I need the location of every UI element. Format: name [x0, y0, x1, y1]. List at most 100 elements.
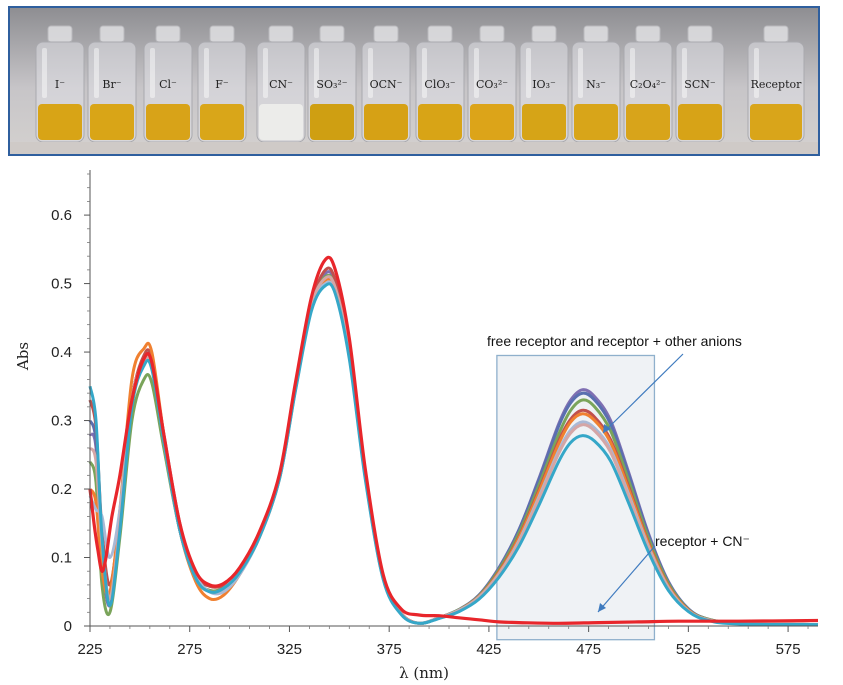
vial-4: F⁻ [197, 25, 247, 143]
vial-2: Br⁻ [87, 25, 137, 143]
vial-glare [422, 48, 427, 98]
annotation-arrow-1 [602, 353, 684, 434]
vial-3: Cl⁻ [143, 25, 193, 143]
series-line-1 [88, 270, 819, 627]
vial-5: CN⁻ [256, 25, 306, 143]
vial-label: SCN⁻ [684, 78, 716, 91]
vial-label: OCN⁻ [370, 78, 403, 91]
annotation-arrow-2 [597, 545, 656, 613]
y-tick-label: 0.5 [51, 276, 72, 293]
vial-neck [268, 25, 294, 43]
annotation-other-anions: free receptor and receptor + other anion… [487, 333, 742, 349]
vial-neck [583, 25, 609, 43]
y-tick-label: 0.6 [51, 207, 72, 224]
vial-label: I⁻ [55, 78, 65, 91]
y-axis-label: Abs [14, 342, 32, 371]
vial-14: Receptor [747, 25, 805, 143]
x-tick-label: 375 [377, 641, 402, 658]
vial-liquid [90, 104, 134, 140]
annotation-layer: free receptor and receptor + other anion… [487, 333, 750, 613]
vial-neck [209, 25, 235, 43]
vial-label: Receptor [751, 78, 803, 91]
vial-neck [635, 25, 661, 43]
vial-glare [630, 48, 635, 98]
vial-6: SO₃²⁻ [307, 25, 357, 143]
x-tick-label: 575 [776, 641, 801, 658]
vial-neck [319, 25, 345, 43]
vial-glare [150, 48, 155, 98]
vial-neck [763, 25, 789, 43]
vial-neck [479, 25, 505, 43]
vial-liquid [626, 104, 670, 140]
vial-neck [531, 25, 557, 43]
series-line-3 [88, 273, 819, 627]
vial-glare [42, 48, 47, 98]
vial-glare [474, 48, 479, 98]
vial-10: IO₃⁻ [519, 25, 569, 143]
vial-liquid [470, 104, 514, 140]
vial-label: ClO₃⁻ [424, 78, 455, 91]
vial-glare [754, 48, 759, 98]
vial-1: I⁻ [35, 25, 85, 143]
vial-label: CO₃²⁻ [476, 78, 508, 91]
vial-glare [314, 48, 319, 98]
vial-liquid [200, 104, 244, 140]
vial-liquid [310, 104, 354, 140]
vial-glare [682, 48, 687, 98]
x-tick-label: 225 [77, 641, 102, 658]
vial-liquid [38, 104, 82, 140]
series-line-7 [88, 275, 819, 627]
vial-label: Br⁻ [102, 78, 121, 91]
vial-11: N₃⁻ [571, 25, 621, 143]
series-line-8 [88, 282, 819, 627]
vial-glare [263, 48, 268, 98]
y-tick-label: 0.1 [51, 550, 72, 567]
y-tick-label: 0.2 [51, 481, 72, 498]
vial-12: C₂O₄²⁻ [623, 25, 673, 143]
vial-7: OCN⁻ [361, 25, 411, 143]
vial-label: N₃⁻ [586, 78, 606, 91]
vial-label: IO₃⁻ [532, 78, 556, 91]
vial-liquid [146, 104, 190, 140]
annotation-cn: receptor + CN⁻ [655, 533, 750, 549]
x-tick-label: 275 [177, 641, 202, 658]
vials-photo: I⁻ Br⁻ Cl⁻ F⁻ CN⁻ SO₃²⁻ OCN⁻ ClO₃⁻ CO₃²⁻ IO₃⁻ N₃⁻ C… [10, 25, 818, 154]
series-line-9 [88, 255, 819, 625]
annotation-arrowhead-1 [603, 424, 611, 433]
vial-glare [578, 48, 583, 98]
vial-neck [373, 25, 399, 43]
series-line-4 [88, 266, 819, 627]
vial-8: ClO₃⁻ [415, 25, 465, 143]
vial-neck [687, 25, 713, 43]
x-tick-label: 325 [277, 641, 302, 658]
vial-label: SO₃²⁻ [316, 78, 347, 91]
series-layer [88, 255, 819, 627]
vial-neck [155, 25, 181, 43]
series-line-2 [88, 273, 819, 627]
vial-label: Cl⁻ [159, 78, 177, 91]
vial-glare [526, 48, 531, 98]
x-axis-label: λ (nm) [399, 664, 449, 682]
vial-liquid [418, 104, 462, 140]
vial-neck [427, 25, 453, 43]
vial-9: CO₃²⁻ [467, 25, 517, 143]
y-tick-label: 0.3 [51, 413, 72, 430]
vial-glare [204, 48, 209, 98]
vial-liquid [574, 104, 618, 140]
vial-neck [47, 25, 73, 43]
x-tick-label: 475 [576, 641, 601, 658]
vial-glare [368, 48, 373, 98]
vial-liquid [750, 104, 802, 140]
vial-glare [94, 48, 99, 98]
vial-liquid [364, 104, 408, 140]
vial-label: C₂O₄²⁻ [630, 78, 667, 91]
vial-label: CN⁻ [269, 78, 293, 91]
vial-13: SCN⁻ [675, 25, 725, 143]
axes-layer: 225 275 325 375 425 475 525 575 0 0.1 0.2 0.3 0.4 0.5… [51, 170, 818, 658]
absorbance-chart: 225 275 325 375 425 475 525 575 0 0.1 0.2 0.3 0.4 0.5… [14, 170, 819, 682]
vial-liquid [259, 104, 303, 140]
x-tick-label: 525 [676, 641, 701, 658]
series-line-5 [88, 277, 819, 627]
y-tick-label: 0 [64, 618, 72, 635]
vial-liquid [522, 104, 566, 140]
